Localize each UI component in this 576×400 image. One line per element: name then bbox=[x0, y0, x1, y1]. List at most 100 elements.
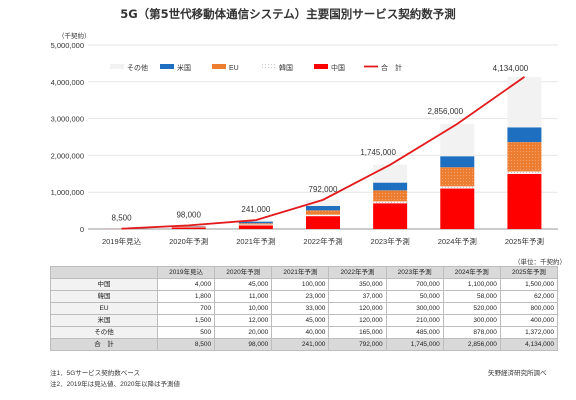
table-row: 合 計 8,500 98,000 241,000 792,000 1,745,000 2,8… bbox=[50, 338, 559, 351]
table-cell: 500 bbox=[156, 326, 216, 339]
bar-中国 bbox=[306, 216, 340, 229]
total-data-label: 792,000 bbox=[309, 185, 338, 194]
table-row-label: 米国 bbox=[50, 314, 158, 327]
bar-米国 bbox=[373, 182, 408, 191]
table-cell: 165,000 bbox=[328, 326, 387, 339]
table-cell: 11,000 bbox=[214, 290, 273, 303]
legend-label: 米国 bbox=[177, 63, 191, 72]
total-data-label: 2,856,000 bbox=[427, 107, 463, 116]
table-cell: 1,800 bbox=[156, 290, 216, 303]
bar-韓国 bbox=[440, 186, 475, 189]
bar-中国 bbox=[238, 225, 273, 229]
legend-label: その他 bbox=[127, 63, 148, 72]
table-row-label: 合 計 bbox=[50, 338, 158, 351]
bar-米国 bbox=[238, 221, 273, 224]
table-row-label: その他 bbox=[50, 326, 158, 339]
legend-swatch bbox=[160, 64, 174, 69]
table-cell: 350,000 bbox=[328, 278, 387, 291]
table-cell: 1,500 bbox=[156, 314, 216, 327]
table-row-label: EU bbox=[50, 302, 158, 315]
chart-title: 5G（第5世代移動体通信システム）主要国別サービス契約数予測 bbox=[120, 7, 456, 21]
source-note: 矢野経済研究所調べ bbox=[488, 370, 547, 377]
bar-EU bbox=[507, 142, 542, 172]
total-data-label: 4,134,000 bbox=[493, 64, 529, 73]
bar-中国 bbox=[507, 173, 542, 229]
table-row: EU 700 10,000 33,000 120,000 300,000 520,000 80… bbox=[50, 302, 559, 315]
table-row-label: 中国 bbox=[50, 278, 158, 291]
x-tick-label: 2023年予測 bbox=[371, 236, 410, 246]
bar-韓国 bbox=[373, 201, 408, 204]
y-tick-label: 2,000,000 bbox=[51, 151, 84, 160]
table-cell: 210,000 bbox=[385, 314, 444, 327]
table-header-cell: 2022年予測 bbox=[328, 266, 387, 279]
bar-米国 bbox=[507, 127, 542, 143]
table-cell: 20,000 bbox=[214, 326, 273, 339]
bar-その他 bbox=[306, 199, 340, 206]
table-cell: 45,000 bbox=[214, 278, 273, 291]
table-cell: 58,000 bbox=[442, 290, 501, 303]
table-corner-cell bbox=[50, 266, 158, 279]
table-row: 中国 4,000 45,000 100,000 350,000 700,000 1,100,… bbox=[50, 278, 559, 291]
bar-中国 bbox=[171, 227, 206, 229]
bar-EU bbox=[373, 190, 408, 202]
table-row: その他 500 20,000 40,000 165,000 485,000 878,000 1… bbox=[50, 326, 559, 339]
bar-その他 bbox=[440, 123, 475, 157]
y-tick-label: 5,000,000 bbox=[51, 41, 84, 50]
legend-swatch bbox=[212, 64, 226, 69]
table-cell: 485,000 bbox=[385, 326, 444, 339]
table-cell: 10,000 bbox=[214, 302, 273, 315]
x-tick-label: 2021年予測 bbox=[236, 236, 275, 246]
x-tick-label: 2024年予測 bbox=[438, 236, 477, 246]
total-data-label: 1,745,000 bbox=[360, 148, 396, 157]
table-header-cell: 2025年予測 bbox=[499, 266, 559, 279]
bar-中国 bbox=[440, 188, 475, 229]
table-cell: 50,000 bbox=[385, 290, 444, 303]
data-table: 2019年見込 2020年予測 2021年予測 2022年予測 2023年予測 2024年… bbox=[50, 266, 559, 351]
x-tick-label: 2025年予測 bbox=[505, 236, 544, 246]
y-tick-label: 0 bbox=[80, 225, 84, 234]
bar-EU bbox=[440, 167, 475, 187]
legend-label: 韓国 bbox=[279, 63, 293, 72]
table-cell: 8,500 bbox=[156, 338, 216, 351]
bar-韓国 bbox=[306, 214, 340, 217]
table-header-cell: 2024年予測 bbox=[442, 266, 501, 279]
table-cell: 40,000 bbox=[271, 326, 330, 339]
table-row: 米国 1,500 12,000 45,000 120,000 210,000 300,000… bbox=[50, 314, 559, 327]
legend-swatch bbox=[110, 64, 124, 69]
table-header-cell: 2021年予測 bbox=[271, 266, 330, 279]
table-cell: 1,500,000 bbox=[499, 278, 559, 291]
table-unit-note: （単位：千契約） bbox=[514, 259, 566, 266]
legend-label: EU bbox=[229, 65, 239, 72]
table-row-label: 韓国 bbox=[50, 290, 158, 303]
x-tick-label: 2019年見込 bbox=[102, 236, 142, 246]
table-cell: 241,000 bbox=[271, 338, 330, 351]
table-cell: 12,000 bbox=[214, 314, 273, 327]
table-cell: 400,000 bbox=[499, 314, 559, 327]
table-header-row: 2019年見込 2020年予測 2021年予測 2022年予測 2023年予測 2024年… bbox=[50, 266, 559, 279]
table-cell: 1,372,000 bbox=[499, 326, 559, 339]
table-header-cell: 2023年予測 bbox=[385, 266, 444, 279]
table-cell: 4,134,000 bbox=[499, 338, 559, 351]
table-cell: 23,000 bbox=[271, 290, 330, 303]
table-cell: 700 bbox=[156, 302, 216, 315]
table-cell: 33,000 bbox=[271, 302, 330, 315]
table-cell: 800,000 bbox=[499, 302, 559, 315]
bar-EU bbox=[306, 210, 340, 215]
y-tick-label: 4,000,000 bbox=[51, 78, 84, 87]
y-unit-label: （千契約） bbox=[58, 31, 91, 40]
bar-米国 bbox=[306, 205, 340, 211]
footnote-1: 注1．5Gサービス契約数ベース bbox=[50, 370, 140, 377]
bar-韓国 bbox=[507, 171, 542, 174]
table-cell: 300,000 bbox=[442, 314, 501, 327]
table-cell: 45,000 bbox=[271, 314, 330, 327]
table-cell: 37,000 bbox=[328, 290, 387, 303]
table-row: 韓国 1,800 11,000 23,000 37,000 50,000 58,000 62,… bbox=[50, 290, 559, 303]
table-cell: 1,745,000 bbox=[385, 338, 444, 351]
bar-中国 bbox=[373, 203, 408, 229]
table-cell: 120,000 bbox=[328, 302, 387, 315]
table-cell: 792,000 bbox=[328, 338, 387, 351]
total-data-label: 241,000 bbox=[241, 205, 270, 214]
table-cell: 700,000 bbox=[385, 278, 444, 291]
total-data-label: 8,500 bbox=[112, 214, 133, 223]
table-cell: 120,000 bbox=[328, 314, 387, 327]
